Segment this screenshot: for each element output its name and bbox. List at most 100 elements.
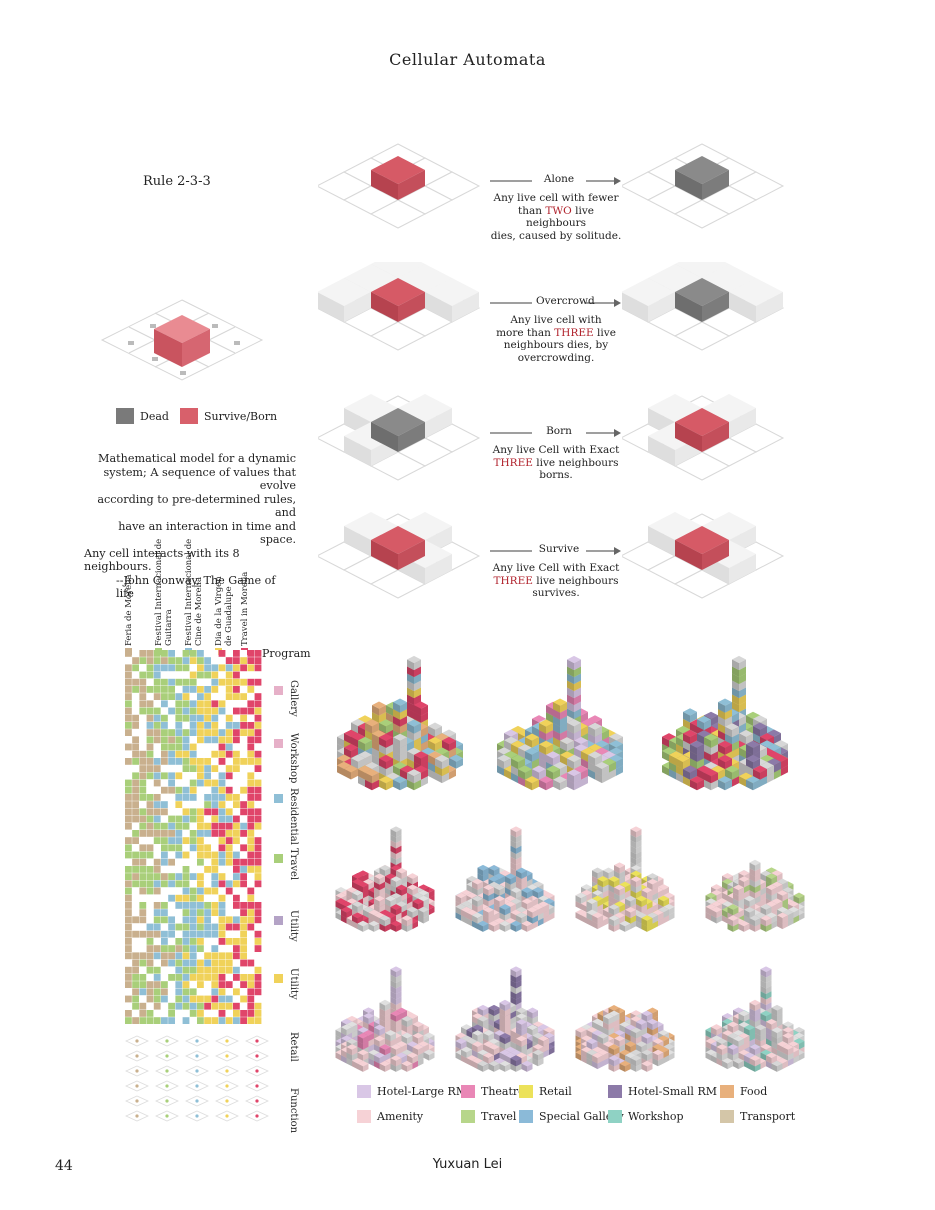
matrix-cell xyxy=(218,729,226,736)
matrix-cell xyxy=(211,678,219,686)
matrix-cell xyxy=(233,686,240,693)
matrix-cell xyxy=(197,707,204,715)
matrix-cell xyxy=(161,916,168,924)
rule-count-highlight: THREE xyxy=(554,326,594,339)
matrix-cell xyxy=(240,650,247,657)
row-label: Utility xyxy=(288,910,299,942)
matrix-cell xyxy=(161,938,168,945)
function-key-item: Special Gallery xyxy=(519,1110,624,1123)
matrix-cell xyxy=(175,758,183,765)
mini-dot xyxy=(165,1099,169,1103)
matrix-cell xyxy=(197,743,204,751)
matrix-cell xyxy=(182,858,190,866)
quote-attribution: --John Conway, The Game of life xyxy=(116,573,276,601)
matrix-cell xyxy=(153,858,161,866)
matrix-cell xyxy=(182,916,190,924)
matrix-cell xyxy=(153,765,161,772)
matrix-cell xyxy=(233,938,240,945)
matrix-cell xyxy=(153,650,161,657)
matrix-cell xyxy=(189,1010,197,1017)
matrix-cell xyxy=(204,693,211,700)
matrix-cell xyxy=(175,880,183,888)
matrix-cell xyxy=(225,873,233,880)
matrix-cell xyxy=(225,693,233,700)
matrix-cell xyxy=(146,693,154,700)
matrix-cell xyxy=(146,988,154,996)
matrix-cell xyxy=(240,995,247,1003)
matrix-cell xyxy=(233,858,240,866)
matrix-cell xyxy=(153,729,161,736)
matrix-cell xyxy=(254,671,262,679)
matrix-cell xyxy=(139,657,147,664)
matrix-cell xyxy=(254,714,262,722)
matrix-cell xyxy=(168,794,175,801)
matrix-cell xyxy=(233,671,240,679)
page-number: 44 xyxy=(55,1158,73,1174)
matrix-cell xyxy=(204,808,211,816)
matrix-cell xyxy=(161,657,168,664)
matrix-cell xyxy=(153,822,161,830)
mini-dot xyxy=(195,1084,199,1088)
matrix-cell xyxy=(168,880,175,888)
matrix-cell xyxy=(175,851,183,859)
matrix-cell xyxy=(211,916,219,924)
matrix-cell xyxy=(139,700,147,708)
matrix-cell xyxy=(161,664,168,672)
matrix-cell xyxy=(225,923,233,931)
matrix-cell xyxy=(125,966,132,974)
function-mini-diagrams xyxy=(125,1035,269,1122)
matrix-cell xyxy=(153,959,161,967)
matrix-cell xyxy=(182,938,190,945)
column-label: Travel in Morelia xyxy=(240,571,250,646)
matrix-cell xyxy=(132,794,139,801)
matrix-cell xyxy=(197,966,204,974)
matrix-cell xyxy=(247,902,255,909)
matrix-cell xyxy=(175,743,183,751)
matrix-cell xyxy=(175,678,183,686)
matrix-cell xyxy=(161,815,168,823)
matrix-cell xyxy=(161,873,168,880)
matrix-cell xyxy=(240,837,247,844)
caption-line: Any live cell with fewer xyxy=(493,192,619,204)
matrix-cell xyxy=(233,916,240,924)
matrix-cell xyxy=(161,952,168,960)
matrix-cell xyxy=(182,995,190,1003)
matrix-cell xyxy=(139,894,147,902)
matrix-cell xyxy=(247,650,255,657)
matrix-cell xyxy=(218,880,226,888)
matrix-cell xyxy=(168,686,175,693)
matrix-cell xyxy=(139,945,147,952)
matrix-cell xyxy=(218,657,226,664)
row-swatch xyxy=(274,854,283,863)
matrix-cell xyxy=(146,966,154,974)
matrix-cell xyxy=(146,844,154,852)
matrix-cell xyxy=(247,822,255,830)
matrix-cell xyxy=(240,772,247,780)
rule-before-diagram xyxy=(318,512,481,599)
matrix-cell xyxy=(218,700,226,708)
matrix-cell xyxy=(233,902,240,909)
matrix-cell xyxy=(153,722,161,729)
matrix-cell xyxy=(153,671,161,679)
author: Yuxuan Lei xyxy=(432,1157,503,1172)
matrix-cell xyxy=(161,966,168,974)
matrix-cell xyxy=(197,779,204,787)
matrix-cell xyxy=(204,678,211,686)
matrix-cell xyxy=(197,822,204,830)
matrix-cell xyxy=(139,736,147,744)
matrix-cell xyxy=(225,988,233,996)
matrix-cell xyxy=(240,959,247,967)
matrix-cell xyxy=(161,736,168,744)
matrix-cell xyxy=(125,808,132,816)
matrix-cell xyxy=(161,887,168,895)
matrix-cell xyxy=(211,930,219,938)
matrix-cell xyxy=(182,909,190,916)
matrix-cell xyxy=(240,866,247,873)
matrix-cell xyxy=(161,902,168,909)
matrix-cell xyxy=(132,880,139,888)
matrix-cell xyxy=(197,736,204,744)
mini-dot xyxy=(135,1069,139,1073)
mini-dot xyxy=(255,1084,259,1088)
matrix-cell xyxy=(146,707,154,715)
matrix-cell xyxy=(197,693,204,700)
